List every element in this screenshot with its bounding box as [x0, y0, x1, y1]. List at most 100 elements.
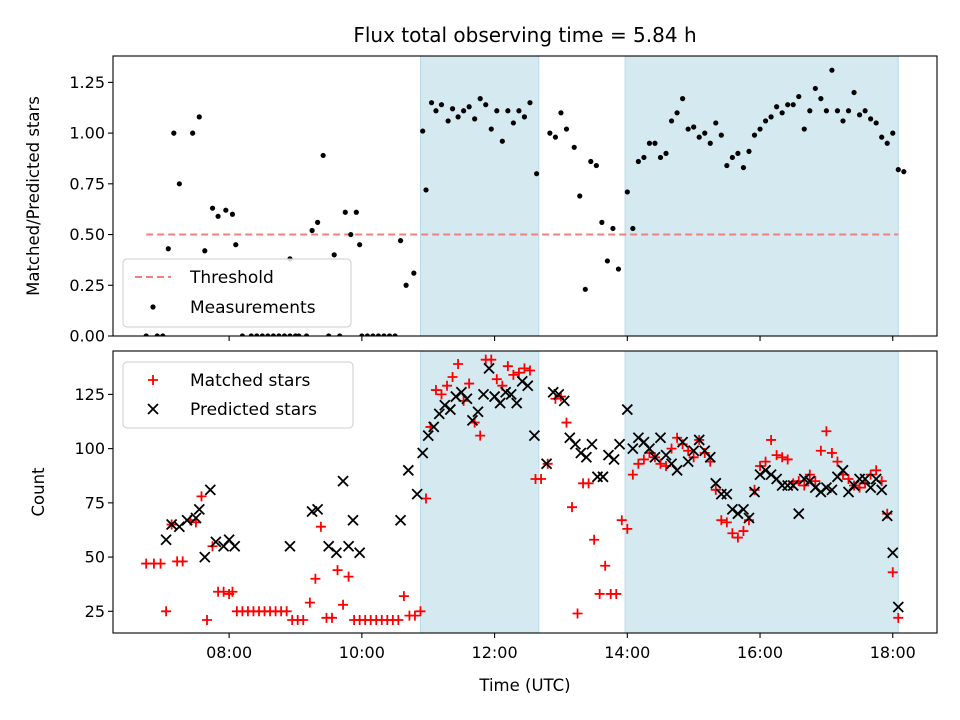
measurement-point — [359, 333, 365, 336]
y-tick-label: 125 — [74, 385, 105, 404]
predicted-stars-point — [887, 547, 899, 559]
matched-stars-point — [567, 502, 578, 513]
measurement-point — [281, 333, 288, 336]
matched-stars-point — [843, 473, 854, 484]
matched-stars-point — [508, 369, 519, 380]
measurement-point — [348, 231, 354, 238]
matched-stars-point — [760, 456, 771, 467]
predicted-stars-point — [597, 471, 609, 483]
top-ratio-panel: 0.00 0.25 0.50 0.75 1.00 1.25 Threshold Measure… — [69, 55, 938, 346]
predicted-stars-point — [676, 436, 689, 448]
predicted-stars-point — [737, 503, 750, 515]
y-tick-label: 0.75 — [69, 174, 105, 193]
measurement-point — [438, 102, 445, 108]
predicted-stars-point — [870, 473, 882, 485]
measurement-point — [702, 130, 708, 136]
predicted-stars-point — [422, 429, 434, 442]
predicted-stars-point — [892, 601, 904, 613]
measurement-point — [879, 134, 885, 140]
top-y-axis-label: Matched/Predicted stars — [24, 96, 43, 296]
measurement-point — [254, 333, 260, 336]
measurement-point — [337, 333, 343, 336]
matched-stars-point — [732, 532, 743, 543]
measurement-point — [375, 333, 382, 336]
matched-stars-point — [766, 434, 777, 445]
legend-predicted-swatch — [147, 403, 159, 415]
matched-stars-point — [572, 608, 583, 619]
predicted-stars-point — [402, 464, 414, 476]
measurement-point — [713, 120, 719, 126]
measurement-point — [646, 140, 653, 146]
matched-stars-point — [655, 458, 666, 469]
predicted-stars-point — [693, 434, 705, 446]
measurement-point — [386, 333, 393, 336]
measurement-point — [315, 219, 321, 225]
predicted-stars-point — [743, 512, 755, 524]
predicted-stars-point — [461, 393, 473, 405]
measurement-point — [160, 333, 166, 336]
measurement-point — [165, 246, 171, 252]
measurement-point — [196, 114, 202, 120]
measurement-point — [552, 134, 559, 140]
x-tick-label: 18:00 — [870, 643, 916, 662]
matched-stars-point — [716, 515, 727, 526]
legend-box — [122, 361, 354, 429]
matched-stars-point — [486, 354, 497, 365]
matched-stars-point — [771, 450, 782, 461]
matched-stars-point — [777, 452, 788, 463]
measurement-point — [812, 85, 818, 92]
predicted-stars-point — [688, 445, 700, 457]
legend-threshold-label: Threshold — [189, 268, 274, 288]
measurement-point — [483, 102, 489, 108]
measurement-point — [680, 96, 686, 102]
observing-window-band — [419, 350, 540, 634]
predicted-stars-point — [654, 432, 667, 444]
predicted-stars-point — [347, 514, 359, 526]
measurement-point — [823, 108, 829, 114]
matched-stars-point — [594, 588, 605, 599]
measurement-point — [521, 114, 528, 120]
bottom-y-axis-label: Count — [29, 467, 48, 517]
predicted-stars-point — [865, 482, 877, 494]
matched-stars-point — [464, 378, 475, 389]
matched-stars-point — [310, 573, 321, 584]
measurement-point — [154, 333, 160, 336]
predicted-stars-point — [342, 540, 355, 552]
matched-stars-point — [436, 389, 447, 400]
measurement-point — [801, 126, 807, 132]
matched-stars-point — [491, 374, 502, 385]
predicted-stars-point — [337, 475, 349, 487]
predicted-stars-point — [411, 488, 423, 500]
predicted-stars-point — [330, 547, 343, 559]
measurement-point — [248, 333, 254, 336]
measurement-point — [796, 93, 802, 100]
matched-stars-point — [815, 445, 826, 456]
legend-box — [122, 258, 352, 328]
predicted-stars-point — [528, 429, 541, 442]
measurement-point — [729, 154, 735, 161]
measurement-point — [868, 116, 874, 122]
measurement-point — [818, 96, 824, 102]
matched-stars-point — [281, 606, 292, 617]
x-tick-label: 14:00 — [604, 643, 650, 662]
measurement-point — [604, 258, 611, 264]
predicted-stars-point — [876, 484, 888, 496]
predicted-stars-point — [472, 406, 484, 418]
matched-stars-point — [218, 586, 229, 597]
measurement-point — [433, 108, 439, 114]
measurement-point — [488, 126, 494, 132]
matched-stars-point — [475, 430, 486, 441]
predicted-stars-point — [682, 455, 694, 468]
measurement-point — [223, 207, 229, 213]
predicted-stars-point — [181, 514, 193, 526]
measurement-point — [663, 150, 669, 156]
x-tick-label: 16:00 — [737, 643, 783, 662]
predicted-stars-point — [787, 479, 799, 492]
measurement-point — [171, 130, 177, 136]
measurement-point — [657, 154, 664, 161]
matched-stars-point — [519, 363, 530, 374]
measurement-point — [856, 112, 863, 118]
measurement-point — [276, 333, 282, 336]
measurement-point — [641, 154, 647, 161]
measurement-point — [510, 120, 516, 126]
